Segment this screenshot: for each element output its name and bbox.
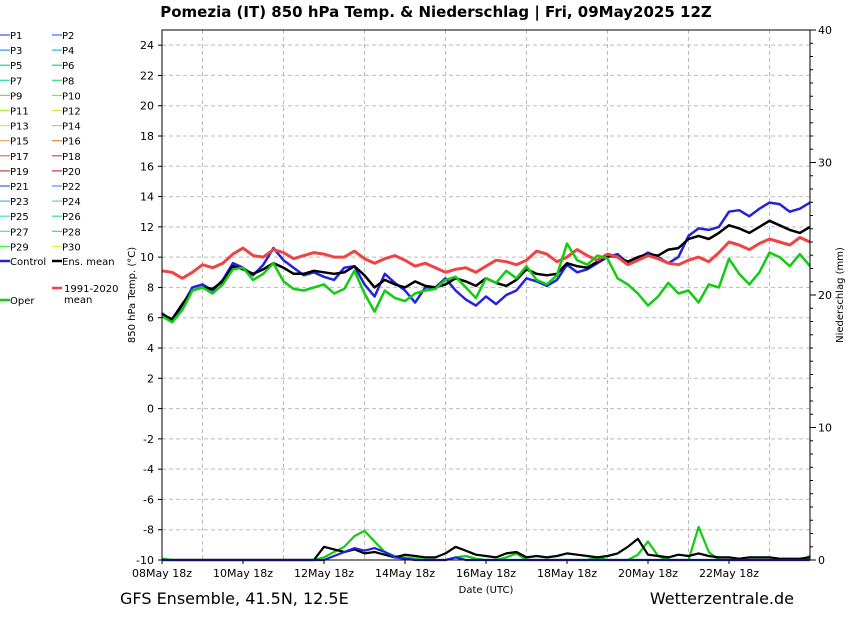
legend-label: P10 bbox=[62, 91, 81, 102]
y-tick-label: -6 bbox=[143, 493, 154, 506]
y2-tick-label: 20 bbox=[818, 289, 832, 302]
legend-label: P17 bbox=[10, 152, 29, 163]
y-tick-label: -8 bbox=[143, 524, 154, 537]
y-tick-label: 6 bbox=[147, 312, 154, 325]
legend-label: P30 bbox=[62, 242, 81, 253]
legend-label: P19 bbox=[10, 167, 29, 178]
plot-frame bbox=[161, 29, 811, 561]
series-line-1991-2020-mean bbox=[161, 236, 811, 280]
legend-label: P14 bbox=[62, 122, 81, 133]
y-axis-right: 0 10 20 30 40 bbox=[810, 24, 832, 567]
x-tick-label: 08May 18z bbox=[132, 567, 192, 580]
y-tick-label: 4 bbox=[147, 342, 154, 355]
legend-label: P23 bbox=[10, 197, 29, 208]
legend-label: P4 bbox=[62, 46, 74, 57]
y2-axis-label: Niederschlag (mm) bbox=[835, 247, 846, 343]
legend-label: P11 bbox=[10, 107, 29, 118]
legend-label: Oper bbox=[10, 296, 35, 307]
y-tick-label: 24 bbox=[140, 39, 154, 52]
legend-label: P7 bbox=[10, 76, 22, 87]
series-line-oper bbox=[161, 242, 811, 324]
legend-label: P13 bbox=[10, 122, 29, 133]
legend-label: P6 bbox=[62, 61, 74, 72]
legend-label: 1991-2020 mean bbox=[64, 284, 119, 306]
legend-label: P24 bbox=[62, 197, 81, 208]
precip-line-ens-mean bbox=[162, 537, 811, 562]
legend-label: P1 bbox=[10, 31, 22, 42]
legend-label: Ens. mean bbox=[62, 257, 115, 268]
legend-label-line: mean bbox=[64, 295, 92, 306]
legend-label: P22 bbox=[62, 182, 81, 193]
y-tick-label: 18 bbox=[140, 130, 154, 143]
y-tick-label: 8 bbox=[147, 281, 154, 294]
y-axis-label: 850 hPa Temp. (°C) bbox=[127, 247, 138, 343]
legend-label: P25 bbox=[10, 212, 29, 223]
y-tick-label: -2 bbox=[143, 433, 154, 446]
legend-label: P2 bbox=[62, 31, 74, 42]
chart-title: Pomezia (IT) 850 hPa Temp. & Niederschla… bbox=[160, 3, 712, 22]
x-tick-label: 12May 18z bbox=[294, 567, 354, 580]
x-tick-label: 20May 18z bbox=[618, 567, 678, 580]
legend-label: P27 bbox=[10, 227, 29, 238]
series-line-control bbox=[161, 201, 811, 322]
x-axis: 08May 18z 10May 18z 12May 18z 14May 18z 16Ma… bbox=[132, 560, 759, 580]
legend-label: Control bbox=[10, 257, 46, 268]
y-tick-label: 0 bbox=[147, 403, 154, 416]
precipitation-lines bbox=[161, 525, 811, 562]
legend-label: P18 bbox=[62, 152, 81, 163]
grid bbox=[162, 30, 810, 561]
legend-label: P26 bbox=[62, 212, 81, 223]
legend-label: P29 bbox=[10, 242, 29, 253]
x-axis-label: Date (UTC) bbox=[459, 585, 514, 596]
legend-label: P3 bbox=[10, 46, 22, 57]
y2-tick-label: 10 bbox=[818, 422, 832, 435]
y-tick-label: -4 bbox=[143, 463, 154, 476]
footer-site: Wetterzentrale.de bbox=[650, 589, 794, 608]
y-tick-label: -10 bbox=[136, 554, 154, 567]
x-tick-label: 10May 18z bbox=[213, 567, 273, 580]
legend-label: P5 bbox=[10, 61, 22, 72]
y-tick-label: 2 bbox=[147, 372, 154, 385]
x-tick-label: 22May 18z bbox=[699, 567, 759, 580]
y-tick-label: 14 bbox=[140, 191, 154, 204]
legend-label: P12 bbox=[62, 107, 81, 118]
legend-label: P9 bbox=[10, 91, 22, 102]
y-tick-label: 12 bbox=[140, 221, 154, 234]
y2-tick-label: 30 bbox=[818, 157, 832, 170]
footer-source: GFS Ensemble, 41.5N, 12.5E bbox=[120, 589, 349, 608]
x-tick-label: 18May 18z bbox=[537, 567, 597, 580]
legend-label: P16 bbox=[62, 137, 81, 148]
y2-tick-label: 40 bbox=[818, 24, 832, 37]
x-tick-label: 16May 18z bbox=[456, 567, 516, 580]
x-tick-label: 14May 18z bbox=[375, 567, 435, 580]
y-tick-label: 22 bbox=[140, 69, 154, 82]
legend-label: P8 bbox=[62, 76, 74, 87]
legend-label: P20 bbox=[62, 167, 81, 178]
legend-label: P21 bbox=[10, 182, 29, 193]
y-tick-label: 10 bbox=[140, 251, 154, 264]
series-line-ens-mean bbox=[161, 219, 811, 321]
legend-label: P28 bbox=[62, 227, 81, 238]
legend-label-line: 1991-2020 bbox=[64, 284, 119, 295]
y-tick-label: 16 bbox=[140, 160, 154, 173]
legend: P1 P2 P3 P4 P5 P6 P7 P8 P9 P10 P11 P12 P13 P14 P15 P16 P… bbox=[0, 31, 119, 307]
y2-tick-label: 0 bbox=[818, 554, 825, 567]
y-tick-label: 20 bbox=[140, 100, 154, 113]
temperature-lines bbox=[161, 201, 811, 324]
legend-label: P15 bbox=[10, 137, 29, 148]
